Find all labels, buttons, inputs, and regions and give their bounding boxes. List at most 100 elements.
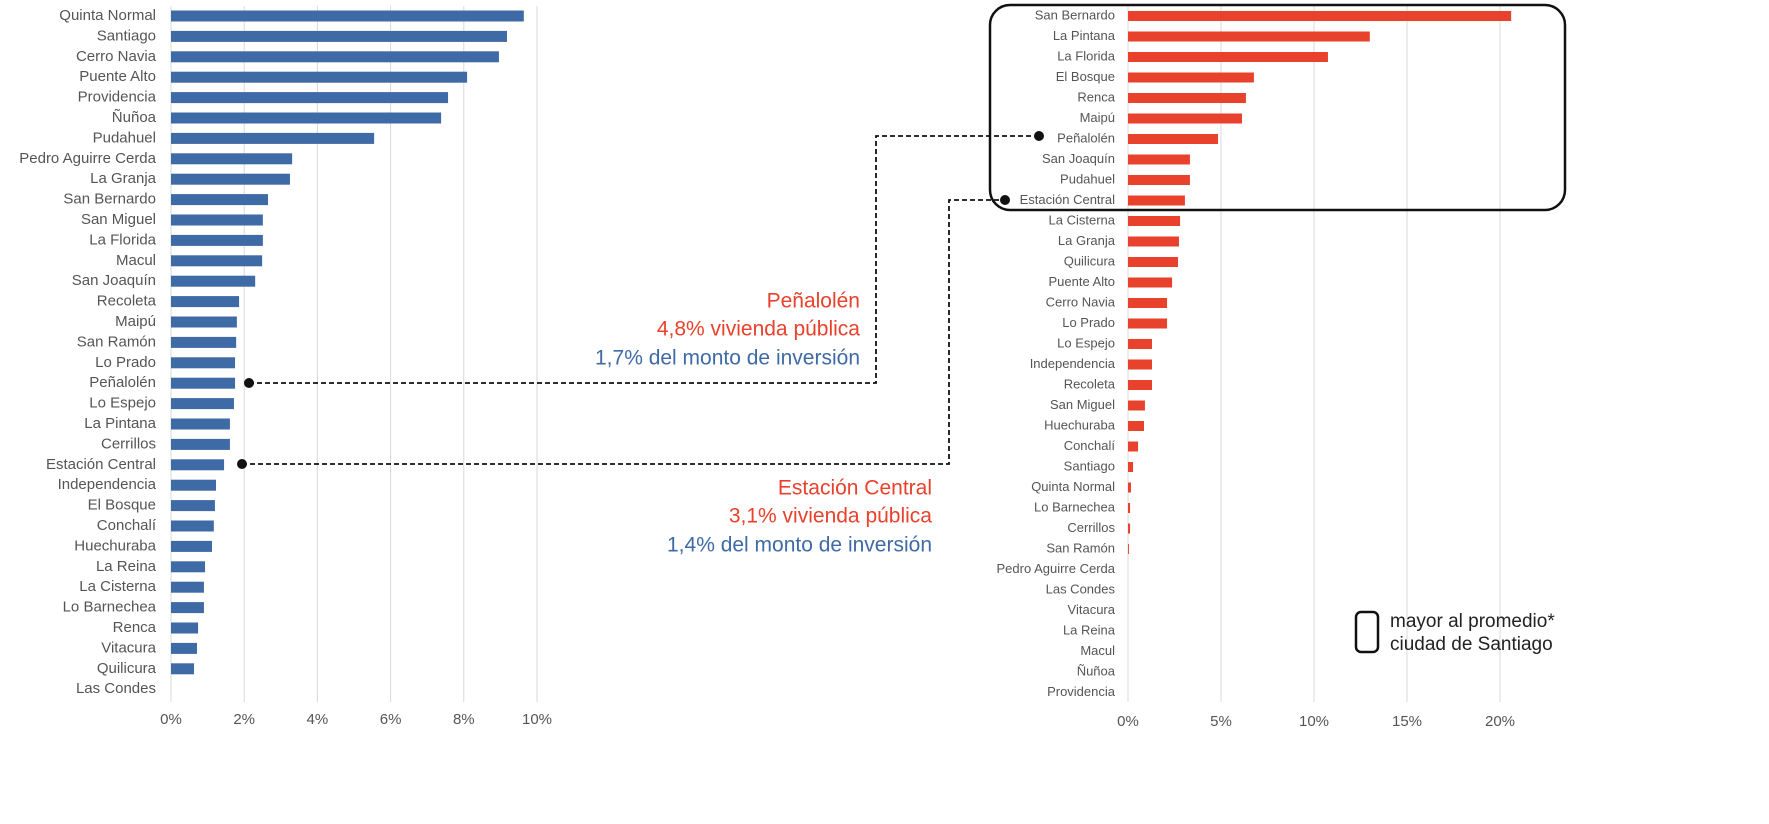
bar: [171, 418, 230, 430]
y-tick-label: Providencia: [1047, 684, 1116, 699]
annotation: 4,8% vivienda pública: [657, 318, 860, 341]
connector-dot: [1000, 195, 1010, 205]
x-tick-label: 20%: [1485, 713, 1515, 730]
y-tick-label: Conchalí: [97, 517, 157, 534]
y-tick-label: Pudahuel: [93, 129, 156, 146]
y-tick-label: Lo Espejo: [89, 395, 156, 412]
bar: [171, 214, 263, 226]
bar: [171, 275, 256, 287]
y-tick-label: Quilicura: [97, 660, 157, 677]
bar: [171, 479, 217, 491]
bar: [171, 602, 204, 614]
y-tick-label: Estación Central: [46, 456, 156, 473]
connector: [249, 135, 1039, 384]
highlight-box: [988, 3, 1567, 212]
annotation: 1,4% del monto de inversión: [667, 534, 932, 557]
y-tick-label: San Bernardo: [63, 191, 156, 208]
bar: [171, 622, 199, 634]
y-tick-label: Puente Alto: [79, 68, 156, 85]
bar: [171, 234, 263, 246]
bar: [171, 112, 442, 124]
bar: [1128, 175, 1190, 185]
y-tick-label: La Granja: [1058, 233, 1116, 248]
y-tick-label: La Pintana: [84, 415, 156, 432]
y-tick-label: Recoleta: [97, 293, 157, 310]
y-tick-label: San Joaquín: [1042, 151, 1115, 166]
y-tick-label: La Cisterna: [79, 578, 156, 595]
y-tick-label: Independencia: [1030, 356, 1116, 371]
bar: [171, 377, 236, 389]
x-tick-label: 10%: [1299, 713, 1329, 730]
bar: [1128, 523, 1131, 534]
annotation: 1,7% del monto de inversión: [595, 347, 860, 370]
bar: [171, 642, 197, 654]
y-tick-label: Cerro Navia: [1046, 294, 1116, 309]
x-tick-label: 8%: [453, 711, 475, 728]
bar: [171, 255, 263, 267]
bar: [171, 500, 215, 512]
bar: [1128, 31, 1370, 42]
bar: [1128, 195, 1185, 206]
bar: [1128, 462, 1134, 472]
x-tick-label: 6%: [380, 711, 402, 728]
bar: [171, 296, 240, 308]
bar: [1128, 298, 1168, 308]
y-tick-label: Santiago: [97, 27, 156, 44]
bar: [1128, 318, 1168, 329]
bar: [1128, 482, 1131, 493]
bar: [1128, 113, 1243, 124]
x-tick-label: 15%: [1392, 713, 1422, 730]
bar: [1128, 154, 1190, 165]
x-tick-label: 0%: [1117, 713, 1139, 730]
y-tick-label: Lo Barnechea: [63, 599, 157, 616]
y-tick-label: Las Condes: [1046, 581, 1116, 596]
y-tick-label: Pedro Aguirre Cerda: [996, 561, 1115, 576]
bar: [171, 357, 236, 369]
y-tick-label: Independencia: [58, 476, 157, 493]
y-tick-label: Vitacura: [1068, 602, 1116, 617]
y-tick-label: La Reina: [96, 558, 157, 575]
legend-symbol: [1354, 610, 1380, 654]
connector-dot: [1034, 131, 1044, 141]
bar: [171, 459, 225, 471]
connector: [242, 199, 1005, 465]
y-tick-label: San Bernardo: [1035, 7, 1115, 22]
y-tick-label: La Florida: [89, 231, 156, 248]
bar: [1128, 11, 1512, 21]
y-tick-label: Maipú: [115, 313, 156, 330]
y-tick-label: Ñuñoa: [112, 109, 157, 126]
connector-dot: [244, 378, 254, 388]
y-tick-label: Renca: [113, 619, 157, 636]
bar: [171, 316, 237, 328]
y-tick-label: Lo Barnechea: [1034, 499, 1116, 514]
y-tick-label: Ñuñoa: [1077, 663, 1116, 678]
y-tick-label: San Miguel: [81, 211, 156, 228]
bar: [1128, 400, 1145, 411]
y-tick-label: Pudahuel: [1060, 171, 1115, 186]
legend-text: ciudad de Santiago: [1390, 634, 1553, 655]
bar: [171, 92, 449, 104]
y-tick-label: Huechuraba: [74, 537, 156, 554]
y-tick-label: Santiago: [1064, 458, 1115, 473]
y-tick-label: Huechuraba: [1044, 417, 1116, 432]
bar: [171, 398, 234, 410]
x-tick-label: 5%: [1210, 713, 1232, 730]
y-tick-label: Quinta Normal: [59, 7, 156, 24]
bar: [1128, 544, 1129, 554]
bar: [171, 153, 293, 165]
x-tick-label: 0%: [160, 711, 182, 728]
bar: [171, 194, 268, 206]
y-tick-label: El Bosque: [1056, 69, 1115, 84]
y-tick-label: La Granja: [90, 170, 157, 187]
y-tick-label: La Florida: [1057, 48, 1116, 63]
y-tick-label: Peñalolén: [89, 374, 156, 391]
bar: [1128, 503, 1131, 513]
y-tick-label: Quilicura: [1064, 253, 1116, 268]
y-tick-label: Cerro Navia: [76, 48, 157, 65]
bar: [171, 336, 237, 348]
y-tick-label: San Ramón: [77, 333, 156, 350]
bar: [1128, 236, 1179, 247]
y-tick-label: Lo Prado: [1062, 315, 1115, 330]
